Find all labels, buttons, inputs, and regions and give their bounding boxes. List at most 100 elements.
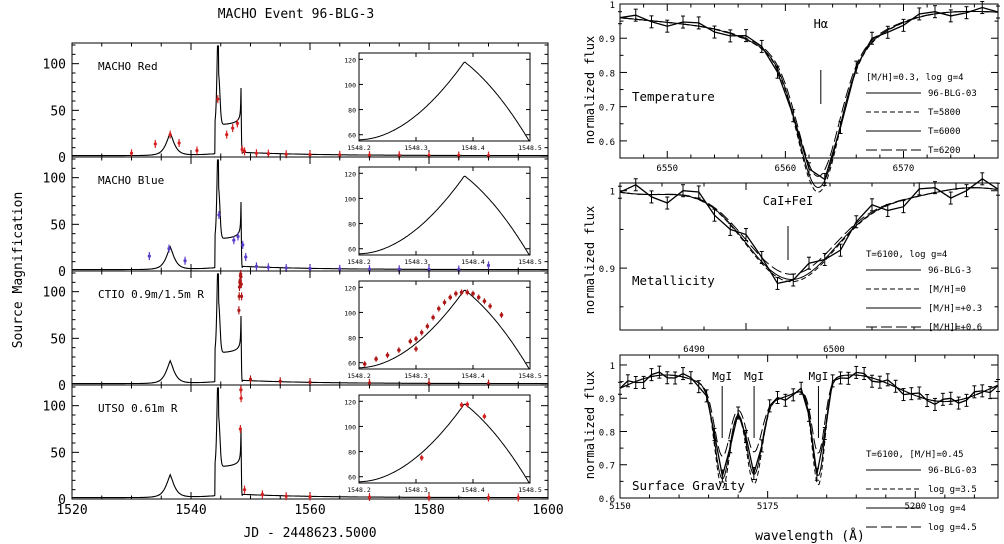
- inset-frame-0: [358, 52, 531, 142]
- data-point: [254, 264, 259, 268]
- inset-y-tick-label: 80: [348, 449, 356, 457]
- spectrum-frame-1: [619, 182, 999, 331]
- inset-y-tick-label: 60: [348, 360, 356, 368]
- inset-y-tick-label: 60: [348, 132, 356, 140]
- y-axis-label-3: normalized flux: [583, 371, 597, 479]
- inset-y-tick-label: 120: [344, 170, 356, 178]
- legend-label: [M/H]=0: [928, 285, 966, 295]
- inset-data-point: [459, 403, 464, 407]
- inset-data-point: [482, 299, 487, 303]
- data-point: [427, 495, 431, 499]
- x-tick-label: 1540: [175, 503, 206, 518]
- line-marker-label: CaI+FeI: [763, 194, 814, 208]
- legend-label: [M/H]=+0.3: [928, 304, 982, 314]
- data-point: [239, 282, 243, 286]
- data-point: [338, 153, 342, 157]
- y-tick-label: 0.8: [599, 69, 615, 79]
- data-point: [367, 153, 372, 157]
- inset-data-point: [442, 300, 447, 305]
- data-point: [278, 379, 282, 383]
- top-tick-label: 6490: [683, 345, 705, 355]
- inset-y-tick-label: 60: [348, 246, 356, 254]
- x-tick-label: 1520: [56, 503, 87, 518]
- data-point: [266, 265, 270, 269]
- inset-data-point: [499, 313, 504, 317]
- inset-x-tick-label: 1548.4: [461, 372, 485, 380]
- x-tick-label: 6570: [893, 164, 915, 174]
- inset-data-point: [476, 295, 481, 300]
- data-point: [183, 259, 187, 263]
- legend-label: T=6200: [928, 146, 961, 156]
- y-tick-label: 0.6: [599, 138, 615, 148]
- data-point: [238, 427, 242, 431]
- inset-data-point: [397, 348, 401, 352]
- inset-y-tick-label: 100: [344, 81, 356, 89]
- y-tick-label: 50: [50, 446, 66, 461]
- y-axis-label: Source Magnification: [11, 192, 26, 349]
- data-point: [284, 494, 288, 498]
- y-tick-label: 0.6: [599, 495, 615, 505]
- inset-y-tick-label: 80: [348, 335, 356, 343]
- line-marker-label: MgI: [712, 370, 732, 383]
- inset-data-point: [459, 290, 464, 295]
- x-axis-label: JD - 2448623.5000: [243, 526, 376, 541]
- y-axis-label-1: normalized flux: [583, 36, 597, 144]
- data-point: [308, 494, 312, 499]
- panel-label: CTIO 0.9m/1.5m R: [98, 288, 204, 301]
- inset-y-tick-label: 120: [344, 398, 356, 406]
- inset-y-tick-label: 120: [344, 56, 356, 64]
- data-point: [239, 388, 243, 392]
- inset-x-tick-label: 1548.2: [347, 258, 371, 266]
- inset-data-point: [488, 304, 492, 308]
- data-point: [244, 255, 248, 259]
- inset-model-curve: [359, 403, 531, 484]
- y-tick-label: 0.7: [599, 104, 615, 114]
- data-point: [308, 152, 312, 157]
- inset-x-tick-label: 1548.5: [518, 486, 542, 494]
- data-point: [427, 381, 431, 385]
- data-point: [486, 263, 491, 267]
- model-spectrum-solid: [619, 374, 999, 480]
- inset-model-curve: [359, 175, 531, 256]
- data-point: [129, 151, 134, 155]
- data-point: [168, 133, 172, 137]
- y-tick-label: 0.9: [599, 35, 615, 45]
- inset-frame-3: [358, 394, 531, 484]
- inset-data-point: [465, 402, 470, 407]
- data-point: [260, 492, 264, 496]
- y-tick-label: 0: [58, 493, 66, 508]
- y-tick-label: 0.7: [599, 462, 615, 472]
- inset-data-point: [414, 347, 418, 351]
- inset-data-point: [482, 414, 487, 419]
- x-tick-label: 5150: [609, 502, 631, 512]
- inset-x-tick-label: 1548.5: [518, 144, 542, 152]
- legend-label: log g=3.5: [928, 485, 977, 495]
- y-tick-label: 50: [50, 332, 66, 347]
- top-tick-label: 6500: [823, 345, 845, 355]
- legend-label: log g=4: [928, 504, 966, 514]
- inset-x-tick-label: 1548.3: [404, 372, 428, 380]
- data-point: [242, 488, 247, 492]
- data-point: [427, 153, 431, 158]
- inset-x-tick-label: 1548.5: [518, 258, 542, 266]
- data-point: [397, 267, 401, 271]
- inset-x-tick-label: 1548.4: [461, 486, 485, 494]
- data-point: [216, 97, 220, 101]
- inset-y-tick-label: 100: [344, 423, 356, 431]
- inset-data-point: [385, 353, 390, 357]
- data-point: [266, 152, 270, 156]
- line-marker-label: MgI: [809, 370, 829, 383]
- y-tick-label: 100: [43, 286, 66, 301]
- data-point: [235, 121, 240, 125]
- y-tick-label: 50: [50, 218, 66, 233]
- inset-y-tick-label: 60: [348, 474, 356, 482]
- x-tick-label: 1560: [294, 503, 325, 518]
- data-point: [231, 126, 235, 130]
- y-tick-label: 100: [43, 58, 66, 73]
- y-tick-label: 50: [50, 104, 66, 119]
- inset-x-tick-label: 1548.2: [347, 372, 371, 380]
- panel-label: MACHO Blue: [98, 174, 164, 187]
- data-point: [427, 267, 431, 272]
- legend-label: T=6000: [928, 127, 961, 137]
- data-point: [397, 153, 401, 157]
